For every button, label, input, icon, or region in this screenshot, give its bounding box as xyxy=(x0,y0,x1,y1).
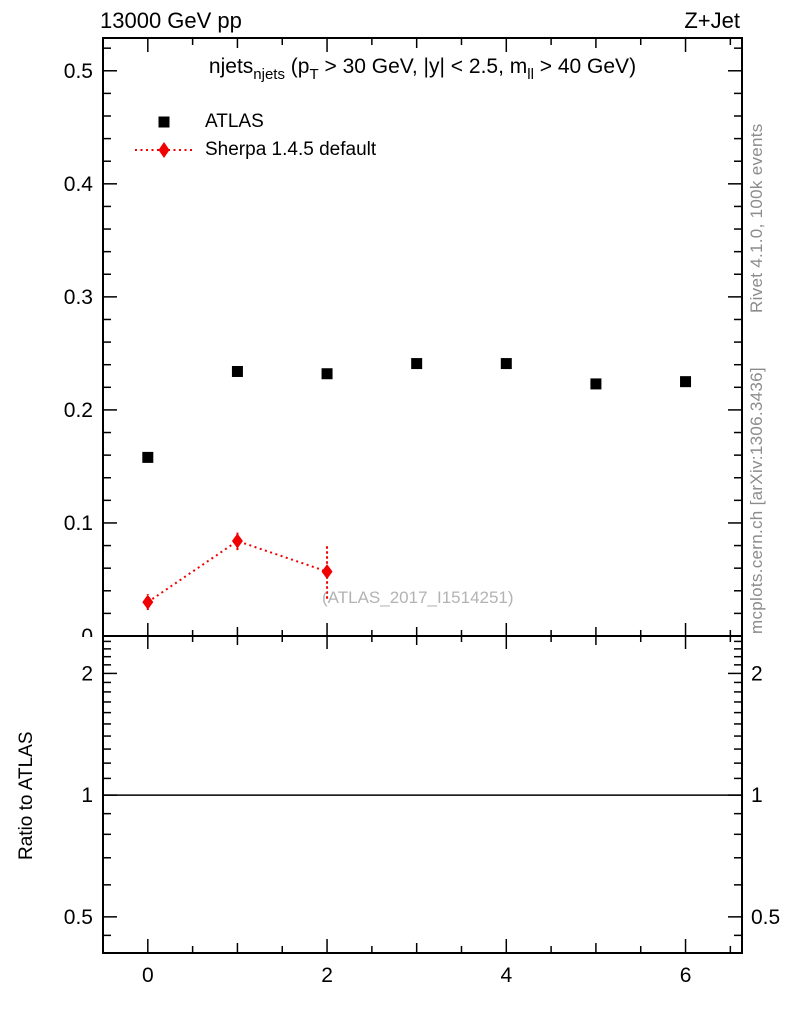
legend-item: ATLAS xyxy=(135,108,376,136)
data-point-diamond xyxy=(231,533,243,549)
rivet-version-note: Rivet 4.1.0, 100k events xyxy=(747,123,766,313)
analysis-watermark: (ATLAS_2017_I1514251) xyxy=(322,588,514,607)
plot-title-subscript: T xyxy=(309,66,319,83)
x-tick-label: 6 xyxy=(680,964,692,987)
y-tick-label: 0.5 xyxy=(64,60,93,83)
ratio-axis-title: Ratio to ATLAS xyxy=(16,731,37,861)
data-point-square xyxy=(142,451,154,463)
legend: ATLAS Sherpa 1.4.5 default xyxy=(135,108,376,164)
plot-title-text: (p xyxy=(284,55,310,78)
ratio-tick-label-right: 2 xyxy=(751,662,763,685)
process-label: Z+Jet xyxy=(684,8,740,33)
data-point-square xyxy=(231,365,243,377)
y-tick-label: 0 xyxy=(81,625,93,648)
plot-title-subscript: ll xyxy=(527,66,534,83)
data-point-square xyxy=(411,358,423,370)
plot-title-text: > 40 GeV) xyxy=(533,55,637,78)
ratio-tick-label-left: 2 xyxy=(81,662,93,685)
y-tick-label: 0.1 xyxy=(64,512,93,535)
data-point-square xyxy=(500,358,512,370)
data-point-square xyxy=(321,368,333,380)
plot-title-text: njets xyxy=(208,55,254,78)
ratio-tick-label-left: 1 xyxy=(81,784,93,807)
ratio-tick-label-right: 1 xyxy=(751,784,763,807)
data-point-square xyxy=(590,378,602,390)
data-point-diamond xyxy=(142,594,154,610)
mcplots-reference-note: mcplots.cern.ch [arXiv:1306.3436] xyxy=(747,367,766,634)
ratio-tick-label-right: 0.5 xyxy=(751,906,780,929)
ratio-tick-label-left: 0.5 xyxy=(64,906,93,929)
mc-connector-line xyxy=(147,539,328,603)
legend-label: Sherpa 1.4.5 default xyxy=(205,139,377,160)
legend-item: Sherpa 1.4.5 default xyxy=(135,136,376,164)
x-tick-label: 0 xyxy=(142,964,154,987)
y-tick-label: 0.2 xyxy=(64,399,93,422)
legend-label: ATLAS xyxy=(205,111,264,132)
plot-title-text: > 30 GeV, |y| < 2.5, m xyxy=(318,55,528,78)
beam-energy-label: 13000 GeV pp xyxy=(100,8,242,33)
y-tick-label: 0.3 xyxy=(64,286,93,309)
plot-title: njetsnjets (pT > 30 GeV, |y| < 2.5, mll … xyxy=(103,55,742,83)
data-point-square xyxy=(680,376,692,388)
x-tick-label: 2 xyxy=(321,964,333,987)
x-tick-label: 4 xyxy=(500,964,512,987)
y-tick-label: 0.4 xyxy=(64,173,94,196)
diamond-marker-icon xyxy=(135,142,193,158)
square-marker-icon xyxy=(158,116,170,128)
data-point-diamond xyxy=(321,564,333,580)
plot-title-subscript: njets xyxy=(253,66,285,83)
